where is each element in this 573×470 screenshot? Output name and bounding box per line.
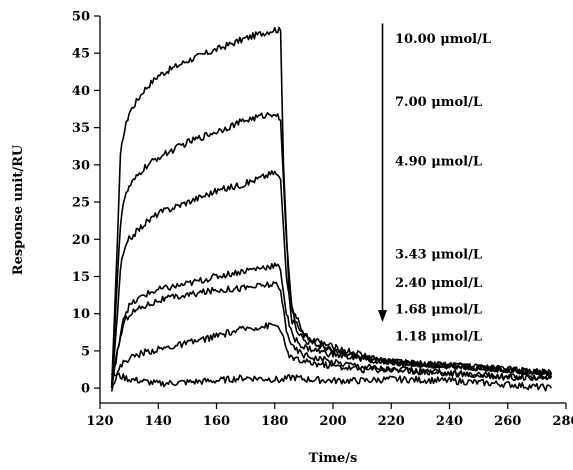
y-tick-label: 50	[72, 10, 90, 25]
x-ticks: 120 140 160 180 200 220 240 260 280	[86, 403, 573, 429]
x-tick-label: 220	[378, 414, 405, 429]
axes	[99, 16, 566, 404]
y-tick-label: 25	[72, 196, 90, 211]
concentration-label: 1.68 μmol/L	[395, 303, 482, 318]
y-tick-label: 40	[72, 84, 90, 99]
series-line	[110, 26, 553, 389]
y-axis-title: Response unit/RU	[11, 144, 26, 275]
y-tick-label: 45	[72, 47, 90, 62]
series-line	[110, 111, 553, 389]
y-tick-label: 30	[72, 158, 90, 173]
y-tick-label: 35	[72, 121, 90, 136]
y-tick-label: 15	[72, 270, 90, 285]
x-tick-label: 240	[436, 414, 463, 429]
annotation-group: 10.00 μmol/L 7.00 μmol/L 4.90 μmol/L 3.43 μ…	[395, 32, 491, 345]
series-line	[110, 369, 553, 392]
x-tick-label: 140	[145, 414, 172, 429]
y-tick-label: 20	[72, 233, 90, 248]
x-tick-label: 180	[261, 414, 288, 429]
series-line	[110, 262, 552, 388]
y-tick-label: 5	[81, 344, 90, 359]
concentration-label: 7.00 μmol/L	[395, 95, 482, 110]
concentration-label: 4.90 μmol/L	[395, 155, 482, 170]
x-tick-label: 260	[494, 414, 521, 429]
concentration-label: 2.40 μmol/L	[395, 276, 482, 291]
x-tick-label: 200	[319, 414, 346, 429]
x-axis-title: Time/s	[309, 451, 358, 466]
series-group	[110, 26, 553, 392]
y-tick-label: 10	[72, 307, 90, 322]
x-tick-label: 120	[86, 414, 113, 429]
series-line	[110, 281, 553, 387]
series-line	[110, 322, 552, 392]
concentration-label: 1.18 μmol/L	[395, 330, 482, 345]
x-tick-label: 280	[552, 414, 573, 429]
y-ticks: 0 5 10 15 20 25 30 35 40 45 50	[72, 10, 100, 397]
arrow-head	[378, 310, 388, 323]
x-tick-label: 160	[203, 414, 230, 429]
y-tick-label: 0	[81, 382, 90, 397]
concentration-label: 3.43 μmol/L	[395, 248, 482, 263]
series-line	[110, 170, 552, 389]
concentration-label: 10.00 μmol/L	[395, 32, 491, 47]
